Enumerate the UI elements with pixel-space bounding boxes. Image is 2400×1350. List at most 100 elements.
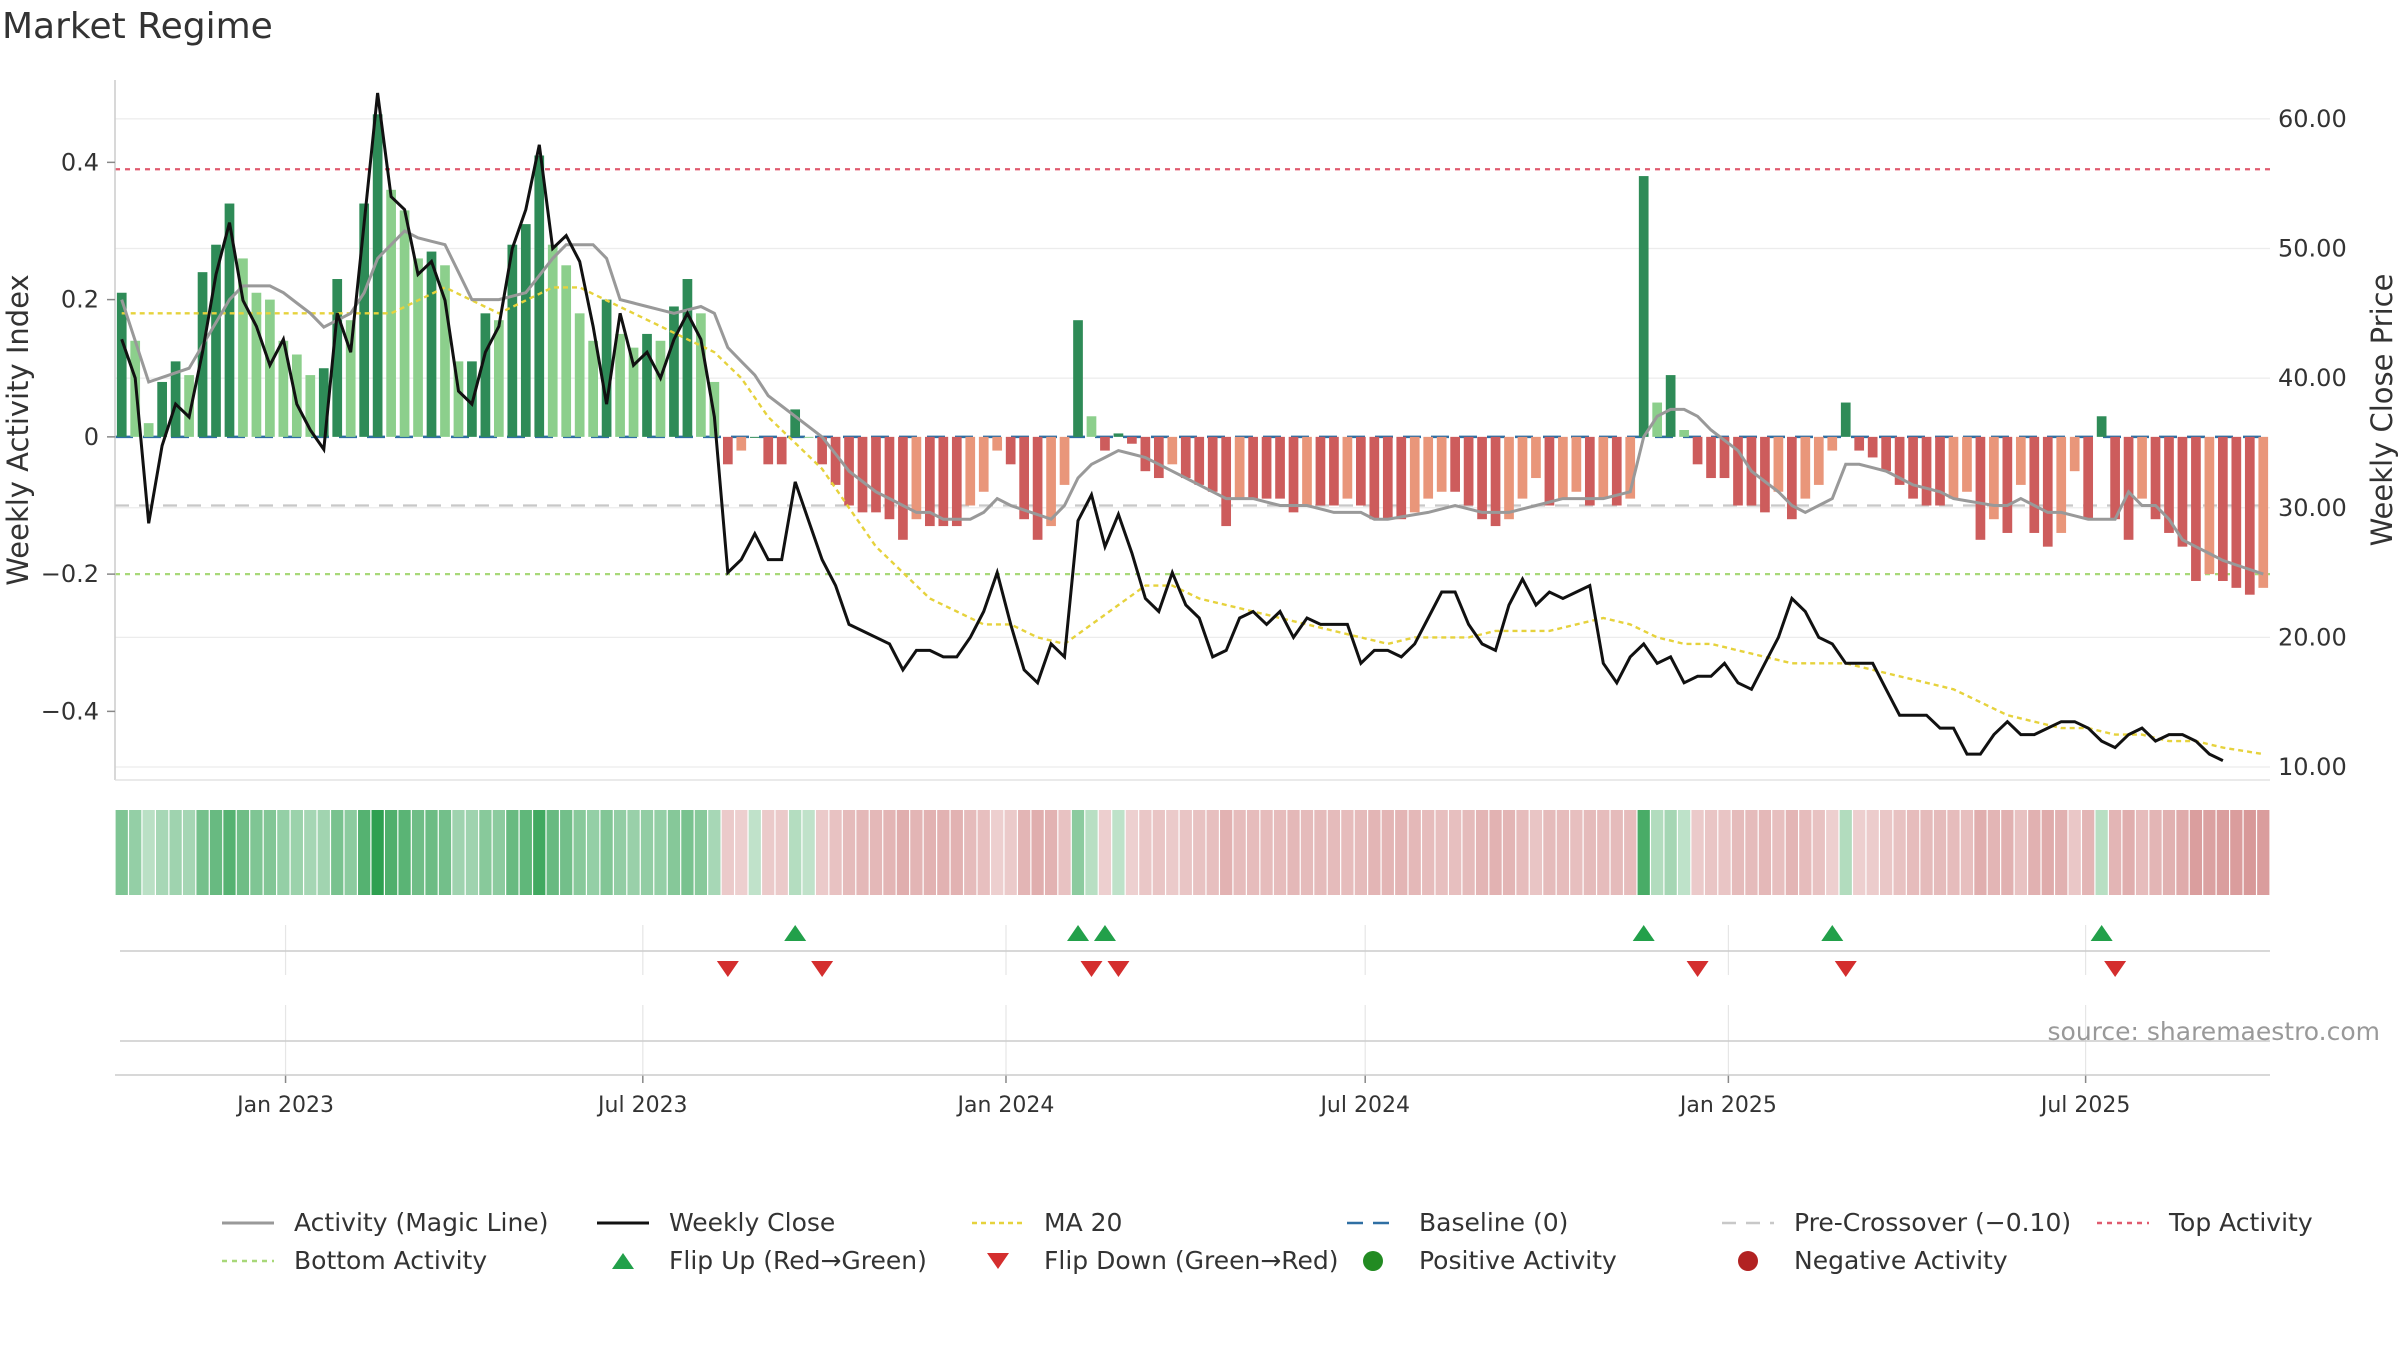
regime-cell xyxy=(1462,810,1475,895)
activity-bar xyxy=(1544,436,1555,506)
regime-cell xyxy=(1947,810,1960,895)
regime-cell xyxy=(2095,810,2108,895)
activity-bar xyxy=(318,368,329,437)
regime-cell xyxy=(1664,810,1677,895)
regime-cell xyxy=(1772,810,1785,895)
activity-bar xyxy=(224,203,235,437)
legend-item-magic: Activity (Magic Line) xyxy=(220,1208,548,1237)
activity-bar xyxy=(1463,436,1474,506)
flipup-legend-swatch xyxy=(612,1252,634,1269)
activity-bar xyxy=(1167,436,1178,465)
regime-cell xyxy=(209,810,223,895)
legend-label: Baseline (0) xyxy=(1419,1208,1569,1237)
activity-bar xyxy=(588,340,598,437)
activity-bar xyxy=(1180,436,1191,479)
regime-cell xyxy=(263,810,277,895)
activity-bar xyxy=(1881,436,1891,472)
regime-cell xyxy=(1543,810,1556,895)
regime-cell xyxy=(815,810,829,895)
right-axis-label: Weekly Close Price xyxy=(2365,274,2399,547)
activity-bar xyxy=(1019,436,1029,520)
left-tick-label: −0.4 xyxy=(41,697,99,725)
regime-cell xyxy=(1745,810,1758,895)
legend-item-neg: Negative Activity xyxy=(1720,1246,2008,1275)
regime-cell xyxy=(856,810,869,895)
activity-bar xyxy=(1854,436,1865,451)
regime-cell xyxy=(937,810,950,895)
activity-bar xyxy=(372,114,383,437)
activity-bar xyxy=(332,279,343,437)
regime-strip xyxy=(115,810,2270,895)
regime-cell xyxy=(2203,810,2216,895)
activity-bar xyxy=(1382,436,1393,520)
flip-down-marker xyxy=(1080,961,1103,977)
activity-bar xyxy=(426,251,437,437)
regime-cell xyxy=(613,810,627,895)
flip-down-marker xyxy=(716,961,739,977)
activity-bar xyxy=(1504,436,1514,520)
regime-cell xyxy=(196,810,209,895)
regime-cell xyxy=(2122,810,2135,895)
regime-cell xyxy=(1785,810,1798,895)
regime-cell xyxy=(492,810,505,895)
source-note: source: sharemaestro.com xyxy=(2048,1017,2381,1046)
regime-cell xyxy=(358,810,371,895)
activity-bar xyxy=(1517,436,1528,499)
regime-cell xyxy=(600,810,613,895)
activity-bar xyxy=(1975,436,1986,540)
regime-cell xyxy=(1974,810,1987,895)
regime-cell xyxy=(2028,810,2041,895)
regime-cell xyxy=(2216,810,2229,895)
flipdown-legend-swatch xyxy=(987,1252,1009,1269)
activity-bar xyxy=(884,436,895,520)
ma20-legend-swatch xyxy=(972,1221,1024,1224)
activity-bar xyxy=(2137,436,2147,499)
activity-bar xyxy=(978,436,989,492)
activity-bar xyxy=(238,258,248,437)
magic-line xyxy=(120,229,2264,576)
regime-cell xyxy=(2135,810,2149,895)
regime-cell xyxy=(277,810,290,895)
regime-cell xyxy=(1300,810,1314,895)
regime-cell xyxy=(627,810,640,895)
regime-cell xyxy=(654,810,667,895)
activity-bar xyxy=(669,306,679,437)
regime-cell xyxy=(1677,810,1691,895)
activity-bar xyxy=(1827,436,1838,451)
regime-cell xyxy=(1812,810,1825,895)
activity-bar xyxy=(2069,436,2080,472)
activity-bar xyxy=(2164,436,2174,533)
activity-bar xyxy=(642,333,652,437)
activity-bar xyxy=(1248,436,1258,499)
activity-bar xyxy=(170,361,181,437)
activity-bar xyxy=(2015,436,2026,485)
activity-bar xyxy=(1234,436,1245,499)
flip-down-marker xyxy=(1686,961,1709,977)
activity-bar xyxy=(2231,436,2242,588)
regime-cell xyxy=(1139,810,1152,895)
regime-cell xyxy=(1246,810,1260,895)
activity-bar xyxy=(1207,436,1218,492)
activity-bar xyxy=(911,436,922,520)
activity-bar xyxy=(1962,436,1972,492)
regime-cell xyxy=(1449,810,1462,895)
regime-cell xyxy=(560,810,573,895)
regime-cell xyxy=(950,810,963,895)
activity-bar xyxy=(251,292,262,437)
reference-lines xyxy=(115,168,2270,576)
regime-cell xyxy=(142,810,155,895)
regime-cell xyxy=(1529,810,1543,895)
flip-down-marker xyxy=(1834,961,1857,977)
regime-cell xyxy=(573,810,586,895)
legend-label: Top Activity xyxy=(2169,1208,2313,1237)
regime-cell xyxy=(2001,810,2014,895)
regime-cell xyxy=(1098,810,1112,895)
activity-bar xyxy=(1261,436,1272,499)
pre-legend-swatch xyxy=(1722,1221,1774,1224)
activity-bar xyxy=(1423,436,1434,499)
activity-bar xyxy=(817,436,827,465)
legend-label: Flip Up (Red→Green) xyxy=(669,1246,927,1275)
x-tick-label: Jul 2025 xyxy=(2039,1093,2131,1118)
regime-cell xyxy=(2162,810,2176,895)
lower-panel: source: sharemaestro.com xyxy=(115,1017,2381,1076)
